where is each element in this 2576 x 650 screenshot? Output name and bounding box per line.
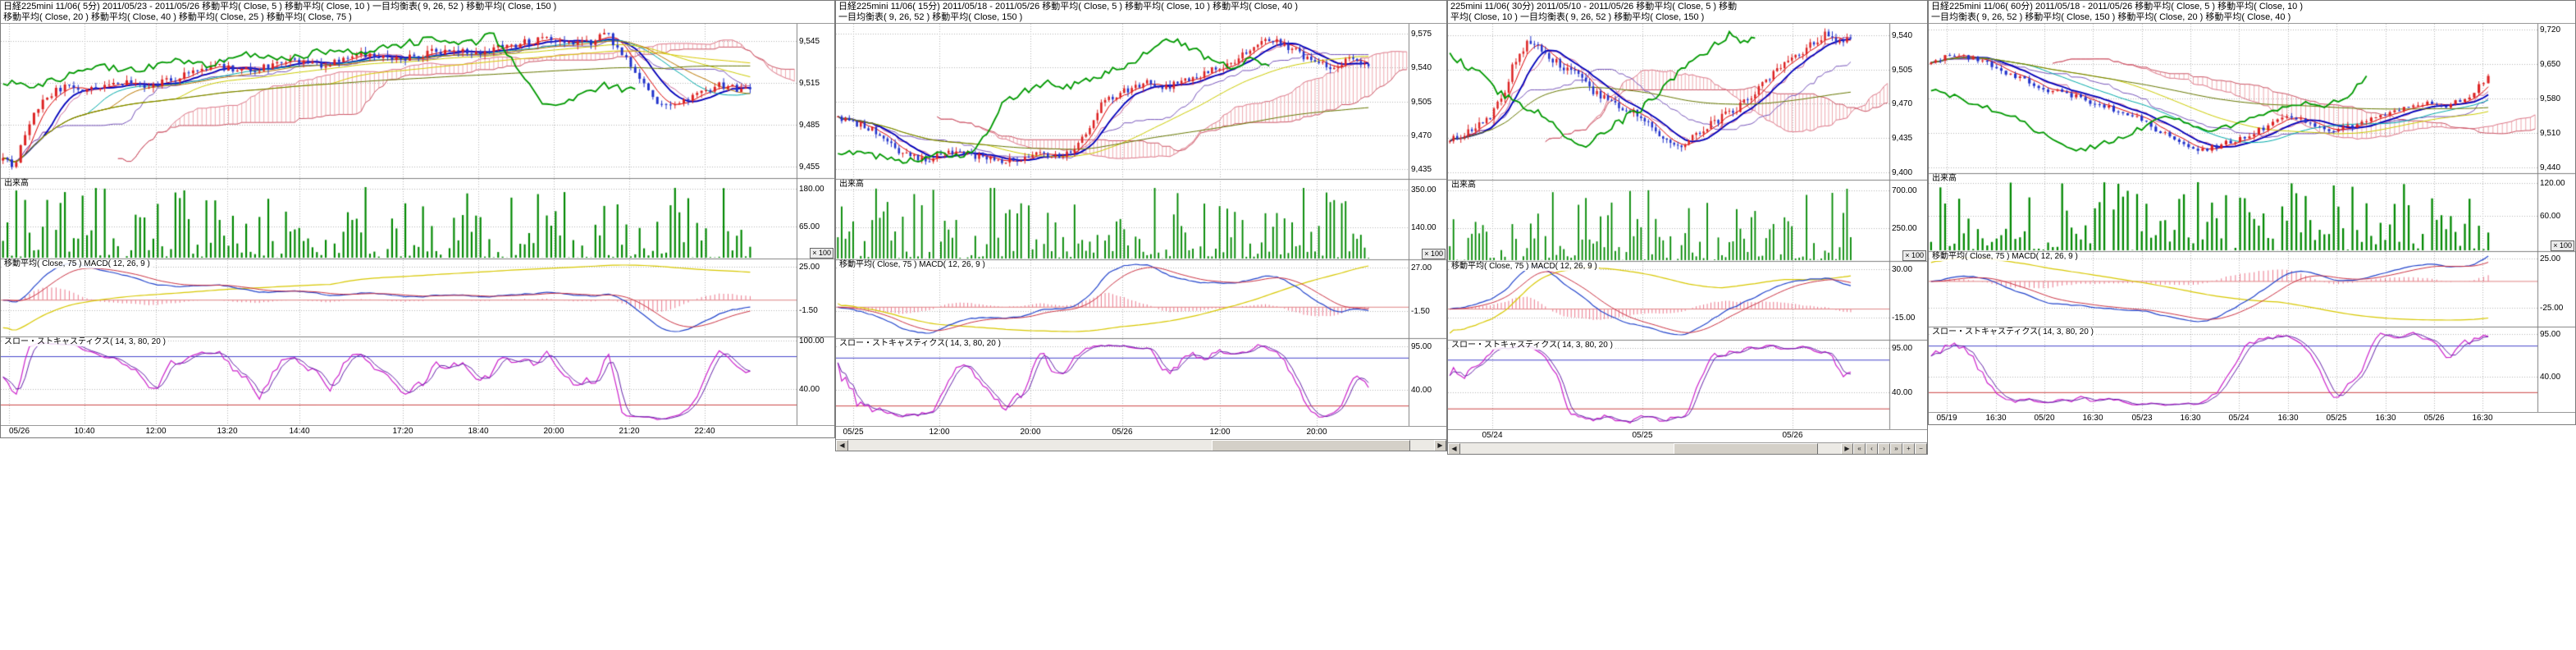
- scrollbar-thumb[interactable]: [1211, 440, 1411, 451]
- nav-first-button[interactable]: «: [1853, 443, 1866, 454]
- horizontal-scrollbar[interactable]: ◀ ▶: [836, 439, 1446, 451]
- time-axis-label: 05/25: [2326, 414, 2347, 423]
- time-axis-label: 20:00: [1306, 428, 1327, 437]
- scroll-left-button[interactable]: ◀: [1448, 443, 1460, 454]
- time-axis-label: 05/26: [9, 427, 30, 436]
- chart-title: 225mini 11/06( 30分) 2011/05/10 - 2011/05…: [1450, 2, 1738, 11]
- time-axis-label: 05/19: [1936, 414, 1957, 423]
- volume-unit-badge: × 100: [2551, 240, 2574, 251]
- time-axis-label: 12:00: [1209, 428, 1231, 437]
- time-axis-label: 22:40: [694, 427, 715, 436]
- time-axis-label: 20:00: [543, 427, 564, 436]
- time-axis: 05/25 12:00 20:00 05/26 12:00 20:00: [836, 426, 1446, 439]
- scrollbar-track[interactable]: [1460, 443, 1841, 454]
- time-axis-label: 05/23: [2131, 414, 2153, 423]
- candlestick-canvas: [1929, 24, 2575, 412]
- time-axis-label: 05/24: [2228, 414, 2249, 423]
- chart-header: 日経225mini 11/06( 5分) 2011/05/23 - 2011/0…: [1, 1, 834, 24]
- chart-window-60min: 日経225mini 11/06( 60分) 2011/05/18 - 2011/…: [1928, 0, 2576, 425]
- chart-header: 日経225mini 11/06( 15分) 2011/05/18 - 2011/…: [836, 1, 1446, 24]
- time-axis-label: 05/20: [2034, 414, 2055, 423]
- time-axis-label: 13:20: [217, 427, 238, 436]
- time-axis-label: 16:30: [1985, 414, 2007, 423]
- chart-nav-buttons: « ‹ › » + −: [1853, 443, 1927, 454]
- time-axis-label: 20:00: [1020, 428, 1041, 437]
- chart-plot-area[interactable]: 出来高 移動平均( Close, 75 ) MACD( 12, 26, 9 ) スロ…: [1, 24, 834, 425]
- volume-unit-badge: × 100: [810, 248, 834, 259]
- zoom-in-button[interactable]: +: [1902, 443, 1915, 454]
- zoom-out-button[interactable]: −: [1915, 443, 1927, 454]
- chart-plot-area[interactable]: 出来高 移動平均( Close, 75 ) MACD( 12, 26, 9 ) スロ…: [1448, 24, 1927, 429]
- chart-window-30min: 225mini 11/06( 30分) 2011/05/10 - 2011/05…: [1447, 0, 1928, 455]
- volume-unit-badge: × 100: [1902, 250, 1926, 261]
- chart-window-15min: 日経225mini 11/06( 15分) 2011/05/18 - 2011/…: [835, 0, 1447, 451]
- chart-header: 日経225mini 11/06( 60分) 2011/05/18 - 2011/…: [1929, 1, 2575, 24]
- time-axis-label: 05/26: [2423, 414, 2445, 423]
- time-axis-label: 05/26: [1112, 428, 1133, 437]
- chart-title: 日経225mini 11/06( 5分) 2011/05/23 - 2011/0…: [3, 2, 557, 11]
- nav-last-button[interactable]: »: [1890, 443, 1902, 454]
- time-axis-label: 16:30: [2082, 414, 2103, 423]
- chart-indicator-list: 一目均衡表( 9, 26, 52 ) 移動平均( Close, 150 ) 移動…: [1931, 12, 2291, 22]
- nav-prev-button[interactable]: ‹: [1866, 443, 1878, 454]
- time-axis-label: 05/24: [1482, 431, 1503, 440]
- scroll-right-button[interactable]: ▶: [1841, 443, 1853, 454]
- time-axis: 05/24 05/25 05/26: [1448, 429, 1927, 442]
- chart-indicator-list: 一目均衡表( 9, 26, 52 ) 移動平均( Close, 150 ): [838, 12, 1023, 22]
- time-axis-label: 16:30: [2180, 414, 2201, 423]
- scrollbar-track[interactable]: [848, 440, 1434, 451]
- time-axis: 05/19 16:30 05/20 16:30 05/23 16:30 05/24 16:30…: [1929, 412, 2575, 424]
- time-axis-label: 16:30: [2472, 414, 2493, 423]
- chart-window-tiles: 日経225mini 11/06( 5分) 2011/05/23 - 2011/0…: [0, 0, 2576, 455]
- candlestick-canvas: [836, 24, 1446, 426]
- nav-next-button[interactable]: ›: [1878, 443, 1890, 454]
- time-axis: 05/26 10:40 12:00 13:20 14:40 17:20 18:40 20:00…: [1, 425, 834, 437]
- time-axis-label: 16:30: [2375, 414, 2396, 423]
- chart-title: 日経225mini 11/06( 15分) 2011/05/18 - 2011/…: [838, 2, 1298, 11]
- time-axis-label: 05/26: [1782, 431, 1803, 440]
- candlestick-canvas: [1, 24, 834, 425]
- candlestick-canvas: [1448, 24, 1927, 429]
- volume-unit-badge: × 100: [1422, 249, 1446, 259]
- chart-plot-area[interactable]: 出来高 移動平均( Close, 75 ) MACD( 12, 26, 9 ) スロ…: [836, 24, 1446, 426]
- scroll-left-button[interactable]: ◀: [836, 440, 848, 451]
- chart-window-5min: 日経225mini 11/06( 5分) 2011/05/23 - 2011/0…: [0, 0, 835, 438]
- chart-title: 日経225mini 11/06( 60分) 2011/05/18 - 2011/…: [1931, 2, 2304, 11]
- chart-plot-area[interactable]: 出来高 移動平均( Close, 75 ) MACD( 12, 26, 9 ) スロ…: [1929, 24, 2575, 412]
- time-axis-label: 17:20: [392, 427, 413, 436]
- scrollbar-thumb[interactable]: [1673, 443, 1819, 454]
- time-axis-label: 16:30: [2277, 414, 2299, 423]
- chart-indicator-list: 平均( Close, 10 ) 一目均衡表( 9, 26, 52 ) 移動平均(…: [1450, 12, 1705, 22]
- time-axis-label: 12:00: [145, 427, 167, 436]
- horizontal-scrollbar[interactable]: ◀ ▶ « ‹ › » + −: [1448, 442, 1927, 454]
- chart-header: 225mini 11/06( 30分) 2011/05/10 - 2011/05…: [1448, 1, 1927, 24]
- time-axis-label: 14:40: [289, 427, 310, 436]
- scroll-right-button[interactable]: ▶: [1434, 440, 1446, 451]
- time-axis-label: 10:40: [74, 427, 95, 436]
- time-axis-label: 21:20: [619, 427, 640, 436]
- time-axis-label: 05/25: [843, 428, 864, 437]
- time-axis-label: 18:40: [468, 427, 489, 436]
- time-axis-label: 12:00: [929, 428, 950, 437]
- time-axis-label: 05/25: [1632, 431, 1653, 440]
- chart-indicator-list: 移動平均( Close, 20 ) 移動平均( Close, 40 ) 移動平均…: [3, 12, 352, 22]
